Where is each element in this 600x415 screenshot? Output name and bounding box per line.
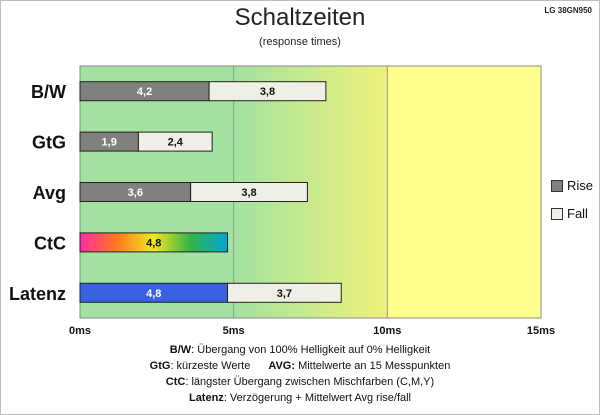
bar-label-rise-avg: 3,6	[128, 187, 143, 199]
note-ctc: CtC: längster Übergang zwischen Mischfar…	[165, 376, 435, 388]
x-tick-label-5ms: 5ms	[223, 325, 245, 337]
bar-label-rise-latenz: 4,8	[146, 288, 161, 300]
bar-fall-latenz	[227, 282, 342, 303]
bar-fall-avg	[190, 182, 308, 202]
category-label-latenz: Latenz	[9, 284, 66, 304]
category-label-b-w: B/W	[31, 82, 66, 102]
legend-swatch-rise	[551, 180, 563, 192]
bar-label-rise-gtg: 1,9	[102, 137, 117, 149]
bar-fall-b-w	[208, 81, 327, 102]
bar-value-labels: 4,2 3,8 1,9 2,4 3,6 3,8 4,8 4,8 3,7	[102, 86, 292, 300]
category-label-gtg: GtG	[32, 133, 66, 153]
chart-notes: B/W: Übergang von 100% Helligkeit auf 0%…	[0, 342, 600, 406]
bar-label-fall-b-w: 3,8	[260, 86, 275, 98]
bar-fall-gtg	[137, 131, 213, 152]
bars	[79, 81, 342, 303]
bar-label-fall-gtg: 2,4	[168, 137, 184, 149]
note-gtg-avg: GtG: kürzeste Werte AVG: Mittelwerte an 1…	[149, 360, 451, 372]
bar-label-rise-b-w: 4,2	[137, 86, 152, 98]
monitor-model-label: LG 38GN950	[544, 6, 592, 15]
bar-rise-ctc	[79, 232, 229, 253]
category-label-avg: Avg	[33, 183, 66, 203]
chart-subtitle: (response times)	[259, 36, 341, 48]
legend-label-rise: Rise	[567, 178, 594, 193]
background-zone-2	[387, 66, 541, 318]
chart-title: Schaltzeiten	[234, 4, 366, 31]
bar-label-fall-avg: 3,8	[241, 187, 256, 199]
x-tick-label-0ms: 0ms	[69, 325, 91, 337]
bar-label-fall-latenz: 3,7	[277, 288, 292, 300]
x-tick-label-15ms: 15ms	[527, 325, 555, 337]
note-latenz: Latenz: Verzögerung + Mittelwert Avg ris…	[188, 392, 412, 404]
bar-label-rise-ctc: 4,8	[146, 237, 161, 249]
legend-label-fall: Fall	[567, 206, 588, 221]
category-label-ctc: CtC	[34, 233, 66, 253]
x-tick-labels: 0ms 5ms 10ms 15ms	[69, 325, 555, 337]
category-labels: B/W GtG Avg CtC Latenz	[9, 82, 66, 304]
legend-swatch-fall	[551, 208, 563, 220]
note-bw: B/W: Übergang von 100% Helligkeit auf 0%…	[169, 344, 431, 356]
x-tick-label-10ms: 10ms	[373, 325, 401, 337]
